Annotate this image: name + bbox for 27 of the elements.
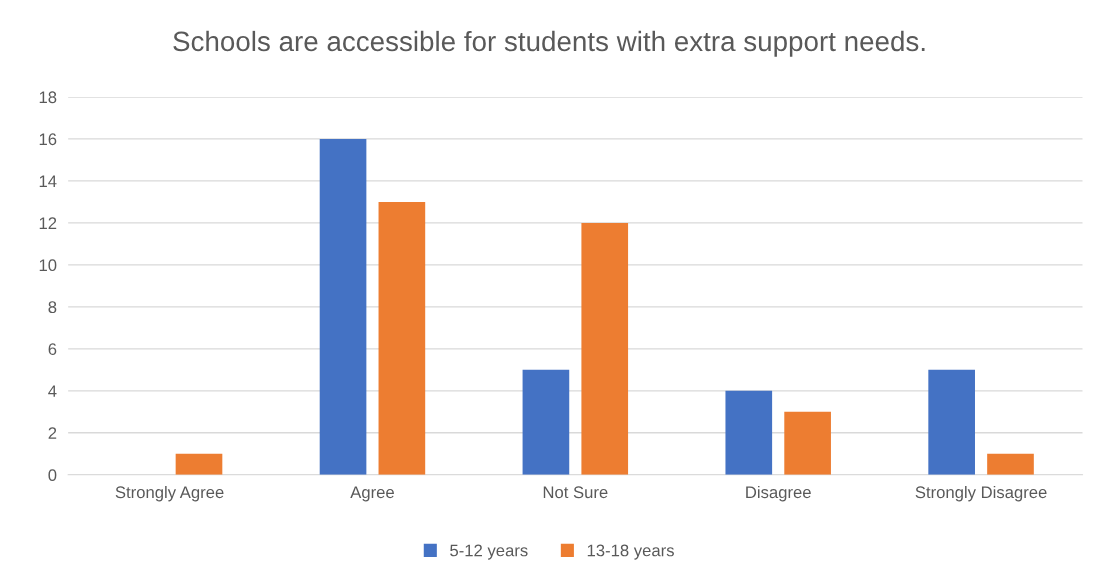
x-tick-label: Agree: [350, 486, 394, 502]
y-tick-label: 2: [48, 427, 57, 439]
bar: [784, 411, 831, 475]
y-tick-label: 16: [39, 133, 57, 146]
y-tick-label: 14: [39, 175, 57, 187]
bar: [378, 201, 426, 475]
bar: [725, 390, 773, 475]
bar: [175, 453, 223, 475]
y-tick-label: 4: [48, 385, 57, 397]
y-tick-label: 18: [39, 91, 57, 104]
chart-title: Schools are accessible for students with extra support needs.: [173, 30, 925, 57]
bar: [581, 222, 629, 475]
x-tick-label: Strongly Agree: [115, 485, 224, 502]
x-tick-label: Not Sure: [543, 486, 608, 499]
x-tick-label: Disagree: [746, 485, 811, 502]
legend-label: 5-12 years: [450, 544, 528, 560]
y-tick-label: 6: [48, 343, 57, 356]
y-tick-label: 0: [48, 469, 57, 481]
y-tick-label: 8: [48, 301, 57, 314]
bar: [928, 369, 975, 475]
bar: [319, 138, 367, 475]
y-tick-label: 10: [39, 259, 57, 272]
x-tick-label: Strongly Disagree: [915, 485, 1047, 502]
bar: [522, 369, 570, 475]
bar: [987, 453, 1034, 475]
y-tick-label: 12: [39, 217, 57, 229]
legend-label: 13-18 years: [587, 544, 674, 560]
